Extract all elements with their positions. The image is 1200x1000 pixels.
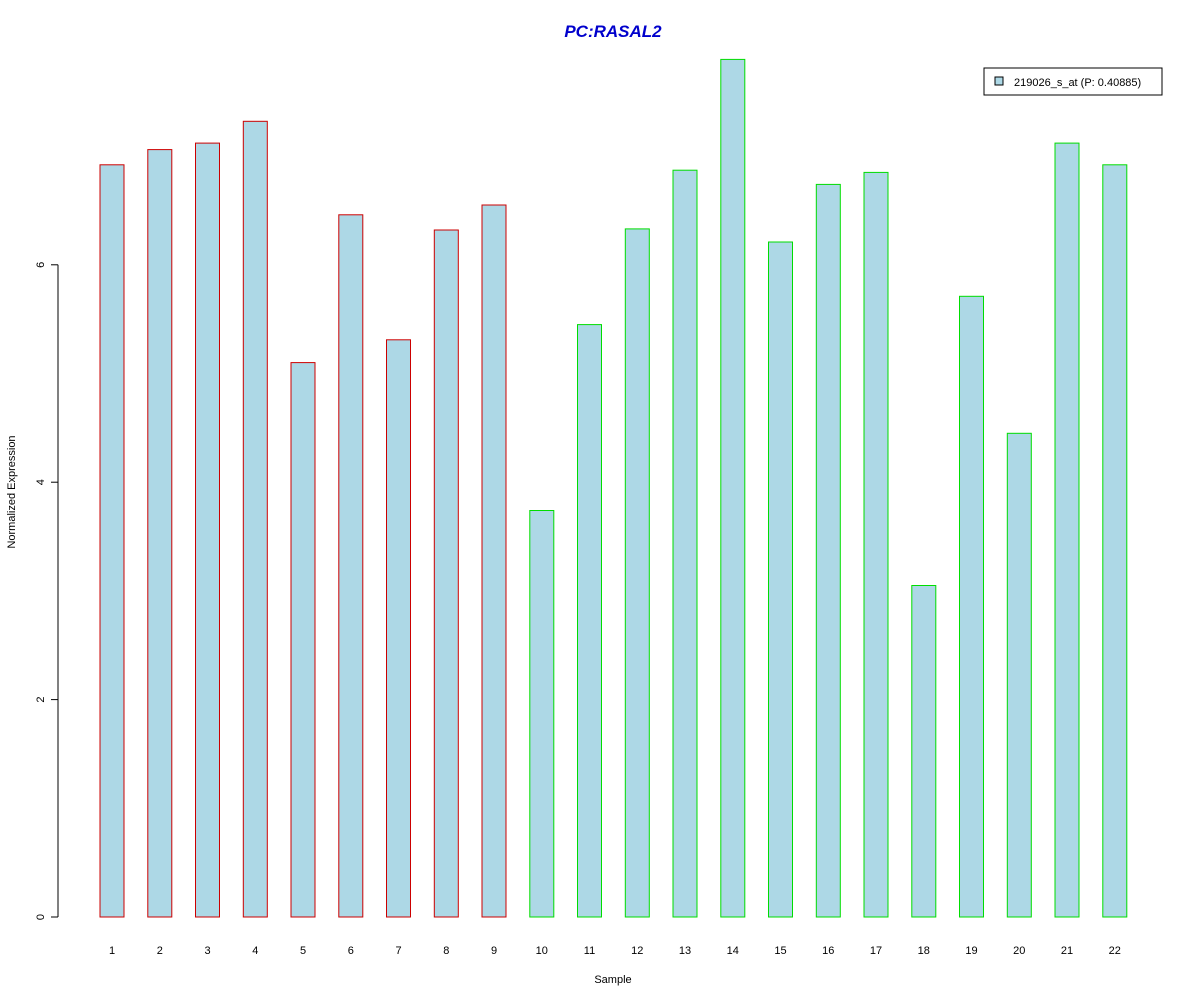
x-tick-label: 17 xyxy=(870,945,882,957)
bar xyxy=(290,362,316,918)
legend-swatch xyxy=(994,76,1004,86)
bar xyxy=(815,183,841,918)
x-tick-label: 13 xyxy=(679,945,691,957)
x-tick-label: 1 xyxy=(109,945,115,957)
chart-title: PC:RASAL2 xyxy=(564,22,662,41)
bar xyxy=(577,324,602,918)
x-tick-label: 5 xyxy=(300,945,306,957)
bar xyxy=(863,171,889,918)
y-axis-label: Normalized Expression xyxy=(6,435,18,548)
bar xyxy=(99,164,125,918)
y-tick-label: 4 xyxy=(35,479,47,485)
y-tick-label: 6 xyxy=(35,262,47,268)
bar xyxy=(529,510,555,918)
legend-box xyxy=(983,67,1163,96)
bar xyxy=(768,241,793,918)
y-tick-label: 2 xyxy=(35,697,47,703)
x-axis-label: Sample xyxy=(594,974,631,986)
x-tick-label: 4 xyxy=(252,945,258,957)
x-tick-label: 19 xyxy=(965,945,977,957)
x-tick-label: 20 xyxy=(1013,945,1025,957)
bar xyxy=(911,585,937,918)
bar xyxy=(720,58,746,918)
bar xyxy=(242,120,268,918)
bar xyxy=(959,295,984,918)
x-tick-label: 18 xyxy=(918,945,930,957)
legend-entry: 219026_s_at (P: 0.40885) xyxy=(1014,77,1141,89)
x-tick-label: 8 xyxy=(443,945,449,957)
x-tick-label: 3 xyxy=(204,945,210,957)
bar xyxy=(481,204,507,918)
x-tick-label: 6 xyxy=(348,945,354,957)
bar xyxy=(433,229,459,918)
bar xyxy=(1102,164,1128,918)
bar xyxy=(147,149,173,918)
bar xyxy=(195,142,220,918)
bar xyxy=(1054,142,1080,918)
y-tick-label: 0 xyxy=(35,914,47,920)
x-tick-label: 10 xyxy=(536,945,548,957)
x-tick-label: 2 xyxy=(157,945,163,957)
x-tick-label: 14 xyxy=(727,945,739,957)
x-tick-label: 16 xyxy=(822,945,834,957)
bars xyxy=(99,58,1128,918)
x-tick-labels: 1 2 3 4 5 6 7 8 9 10 11 12 13 14 15 16 17 18 19 20 21 22 xyxy=(109,945,1121,957)
y-axis: 0 2 4 6 xyxy=(35,262,59,920)
legend: 219026_s_at (P: 0.40885) xyxy=(983,67,1163,96)
bar xyxy=(1006,432,1032,918)
x-tick-label: 12 xyxy=(631,945,643,957)
bar xyxy=(672,169,698,918)
x-tick-label: 9 xyxy=(491,945,497,957)
bar xyxy=(624,228,650,918)
bar xyxy=(338,214,364,918)
x-tick-label: 11 xyxy=(584,945,595,957)
x-tick-label: 22 xyxy=(1109,945,1121,957)
x-tick-label: 15 xyxy=(774,945,786,957)
x-tick-label: 7 xyxy=(395,945,401,957)
bar xyxy=(386,339,411,918)
x-tick-label: 21 xyxy=(1061,945,1073,957)
